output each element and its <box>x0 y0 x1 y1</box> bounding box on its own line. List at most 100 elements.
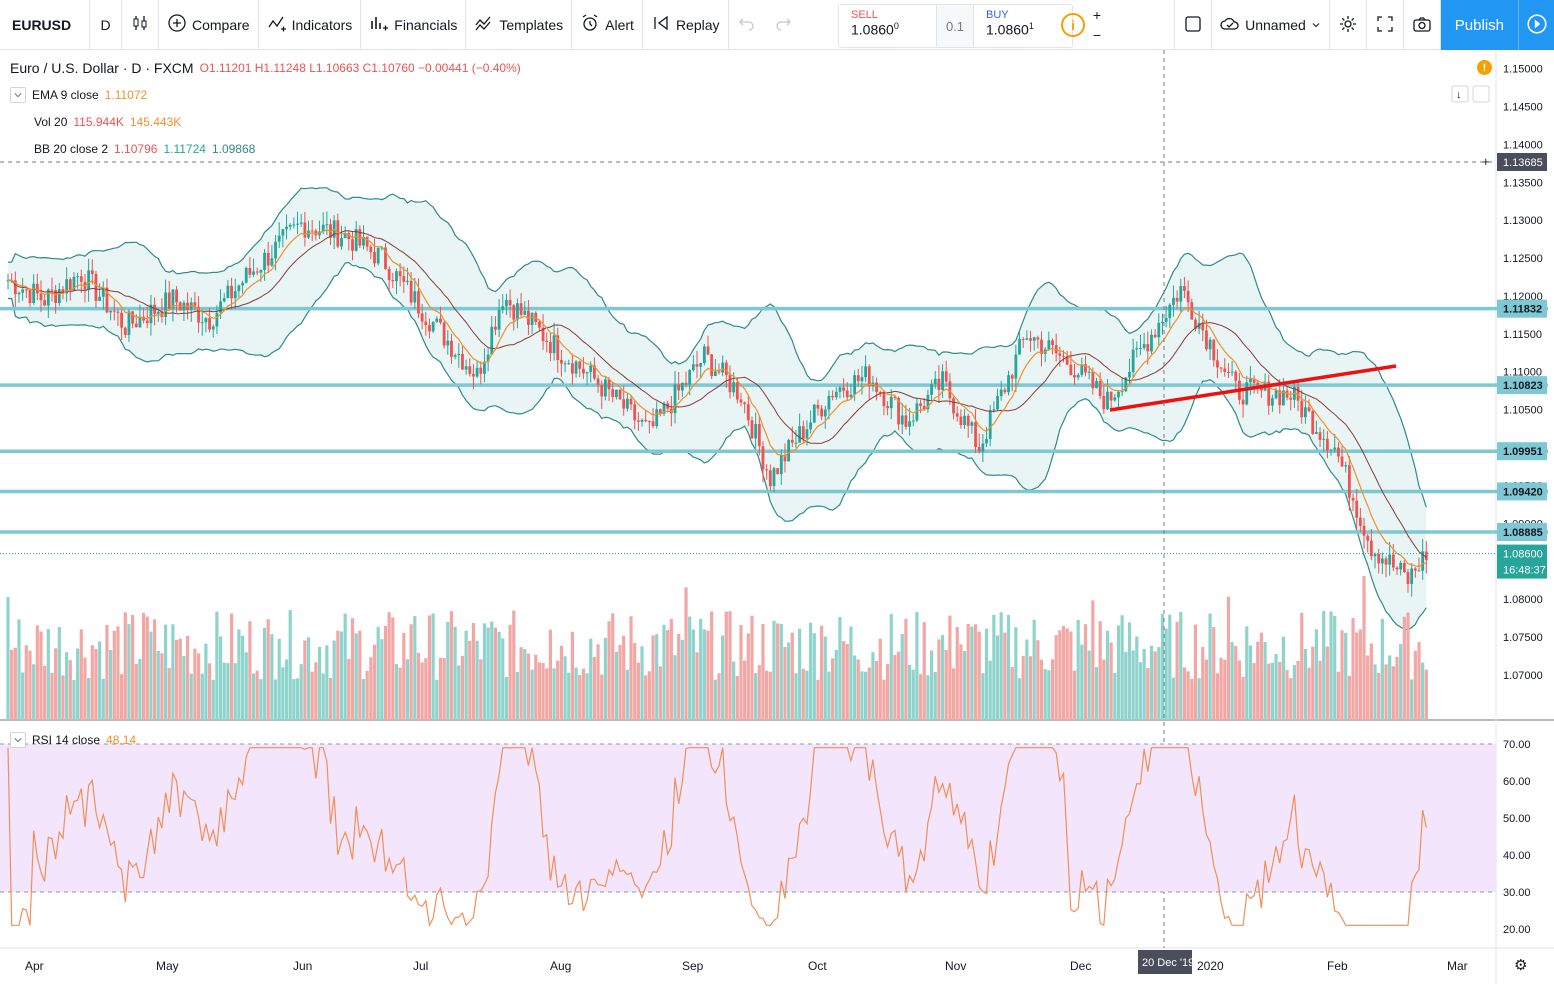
candle-body <box>296 223 299 225</box>
collapse-legend-button[interactable] <box>10 87 26 103</box>
volume-bar <box>394 663 399 720</box>
volume-bar <box>508 624 512 720</box>
candle-body <box>743 402 747 405</box>
chart-type-button[interactable] <box>122 0 159 50</box>
volume-bar <box>336 630 340 720</box>
time-tick-label: Nov <box>945 959 966 973</box>
fullscreen-button[interactable] <box>1367 0 1404 50</box>
collapse-rsi-button[interactable] <box>10 732 26 748</box>
volume-bar <box>211 679 215 720</box>
volume-bar <box>684 587 688 720</box>
candle-body <box>1124 377 1128 392</box>
candle-body <box>219 301 222 313</box>
volume-bar <box>831 658 835 720</box>
candle-body <box>1355 500 1359 518</box>
time-tick-label: Feb <box>1327 959 1348 973</box>
volume-bar <box>548 629 553 720</box>
rsi-legend[interactable]: RSI 14 close 48.14 <box>10 732 136 748</box>
volume-bar <box>1421 662 1425 720</box>
volume-bar <box>142 612 146 720</box>
volume-bar <box>933 671 937 720</box>
publish-menu-button[interactable] <box>1518 0 1554 50</box>
volume-bar <box>893 655 897 720</box>
volume-bar <box>94 648 98 720</box>
volume-bar <box>677 633 681 720</box>
redo-button[interactable] <box>765 0 801 50</box>
volume-bar <box>1223 659 1227 720</box>
volume-legend[interactable]: Vol 20 115.944K 145.443K <box>34 115 181 129</box>
bollinger-legend[interactable]: BB 20 close 2 1.10796 1.11724 1.09868 <box>34 142 255 156</box>
buy-button[interactable]: BUY 1.08601 <box>974 5 1072 47</box>
volume-bar <box>1241 676 1245 720</box>
snapshot-button[interactable] <box>1404 0 1441 50</box>
redo-icon <box>773 13 793 36</box>
candle-body <box>889 396 893 409</box>
plus-icon[interactable]: + <box>1092 7 1102 23</box>
candle-body <box>757 423 761 447</box>
indicators-button[interactable]: Indicators <box>259 0 362 50</box>
layout-menu-button[interactable]: Unnamed <box>1212 0 1330 50</box>
candle-body <box>919 403 922 407</box>
volume-bar <box>361 678 366 720</box>
volume-bar <box>317 646 322 720</box>
alert-badge-icon[interactable]: ! <box>1477 60 1492 75</box>
volume-bar <box>1402 616 1406 720</box>
candle-body <box>182 302 186 311</box>
volume-bar <box>574 667 578 720</box>
templates-button[interactable]: Templates <box>466 0 573 50</box>
volume-bar <box>1182 667 1187 720</box>
settings-button[interactable] <box>1330 0 1367 50</box>
volume-bar <box>490 621 494 720</box>
volume-bar <box>1160 613 1165 720</box>
volume-bar <box>1021 655 1025 720</box>
candle-body <box>138 316 142 328</box>
volume-bar <box>563 656 567 720</box>
compare-button[interactable]: Compare <box>159 0 259 50</box>
candle-body <box>28 289 32 304</box>
volume-bar <box>900 633 904 720</box>
volume-bar <box>1215 673 1220 720</box>
volume-bar <box>922 622 926 720</box>
candle-body <box>17 292 21 295</box>
indicators-icon <box>267 13 287 36</box>
financials-button[interactable]: Financials <box>361 0 467 50</box>
candle-body <box>215 312 219 327</box>
volume-bar <box>1303 649 1307 720</box>
candle-body <box>765 469 769 471</box>
sell-button[interactable]: SELL 1.08600 <box>839 5 937 47</box>
candle-body <box>1322 438 1326 440</box>
volume-bar <box>486 627 490 720</box>
publish-button[interactable]: Publish <box>1440 0 1518 50</box>
candle-body <box>1300 400 1304 418</box>
minus-icon[interactable]: − <box>1092 27 1102 43</box>
volume-bar <box>530 669 534 720</box>
alert-button[interactable]: Alert <box>572 0 643 50</box>
chart-canvas[interactable]: 1.15000 1.14500 1.14000 1.13500 1.13000 1.125… <box>0 50 1554 984</box>
ema-legend[interactable]: EMA 9 close 1.11072 <box>10 87 147 103</box>
candle-body <box>1391 554 1395 568</box>
replay-button[interactable]: Replay <box>643 0 729 50</box>
select-all-checkbox[interactable] <box>1174 0 1213 50</box>
quantity-stepper[interactable]: + − <box>1090 5 1104 45</box>
volume-bar <box>409 624 413 720</box>
candle-body <box>768 470 772 487</box>
candle-body <box>699 363 703 367</box>
volume-bar <box>416 652 421 720</box>
candle-body <box>252 271 255 275</box>
symbol-search-button[interactable]: EURUSD <box>0 0 90 50</box>
info-icon[interactable]: i <box>1061 13 1085 37</box>
candle-body <box>1095 381 1098 389</box>
volume-bar <box>545 668 549 720</box>
candle-body <box>911 420 915 422</box>
candle-body <box>347 233 351 240</box>
rsi-value: 48.14 <box>106 733 137 747</box>
candle-body <box>127 311 131 335</box>
volume-bar <box>105 624 109 720</box>
undo-button[interactable] <box>729 0 765 50</box>
interval-button[interactable]: D <box>90 0 122 50</box>
candle-body <box>420 313 424 322</box>
volume-bar <box>666 630 670 720</box>
volume-bar <box>1028 656 1033 720</box>
candle-body <box>820 408 824 417</box>
volume-bar <box>721 635 725 720</box>
